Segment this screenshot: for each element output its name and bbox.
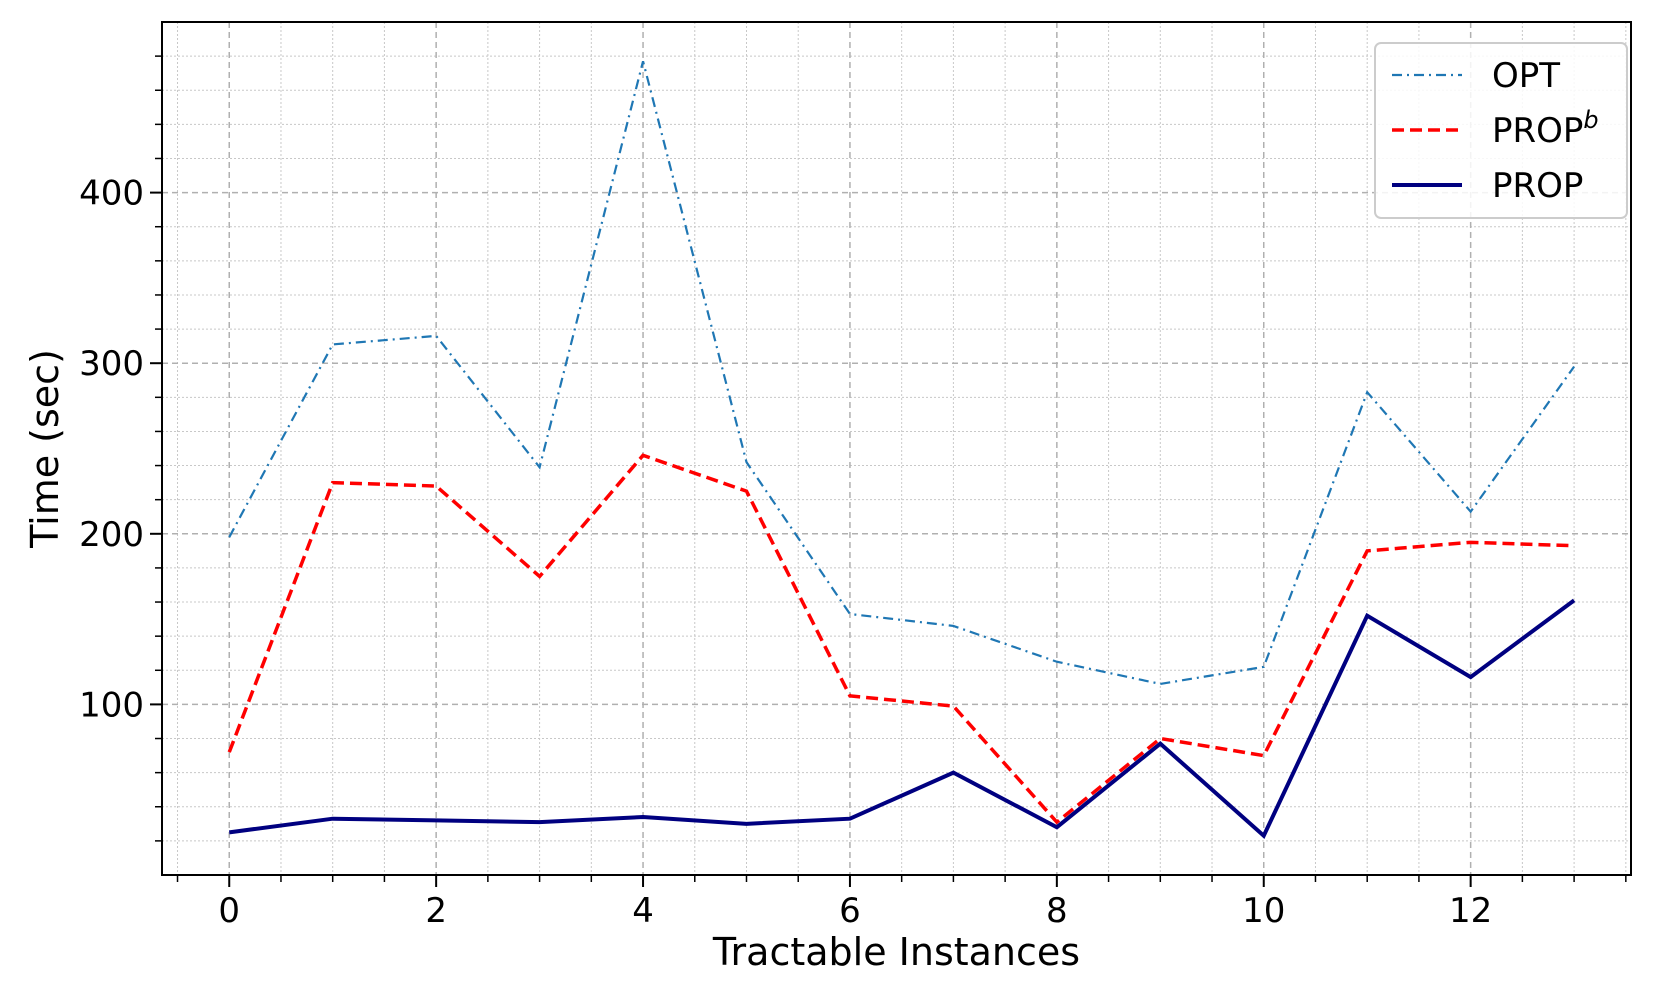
- x-axis-title: Tractable Instances: [712, 930, 1080, 974]
- x-tick-label: 8: [1046, 891, 1068, 931]
- x-tick-label: 2: [425, 891, 447, 931]
- x-tick-label: 0: [218, 891, 240, 931]
- axis-ticks: [150, 55, 1627, 887]
- x-tick-label: 6: [839, 891, 861, 931]
- x-tick-label: 10: [1242, 891, 1285, 931]
- x-tick-label: 12: [1449, 891, 1492, 931]
- series-line-2: [228, 598, 1576, 840]
- y-tick-label: 200: [79, 515, 144, 555]
- series-line-1: [227, 453, 1575, 825]
- plot-frame: [161, 21, 1632, 876]
- x-tick-label: 4: [632, 891, 654, 931]
- legend-label-1: PROPb: [1492, 106, 1599, 151]
- tick-labels: 0 2 4 6 8 10 12 100 200 300 400: [79, 174, 1492, 931]
- legend-label-0: OPT: [1492, 56, 1560, 96]
- series-layer: [227, 60, 1576, 840]
- legend-label-text: PROP: [1492, 166, 1583, 206]
- y-tick-label: 300: [79, 344, 144, 384]
- legend-label-text: PROP: [1492, 111, 1583, 151]
- legend-label-superscript: b: [1583, 106, 1598, 134]
- legend-label-2: PROP: [1492, 166, 1583, 206]
- y-axis-title: Time (sec): [23, 349, 67, 549]
- y-tick-label: 400: [79, 174, 144, 214]
- y-tick-label: 100: [79, 685, 144, 725]
- legend-box: [1374, 42, 1628, 219]
- legend-label-text: OPT: [1492, 56, 1560, 96]
